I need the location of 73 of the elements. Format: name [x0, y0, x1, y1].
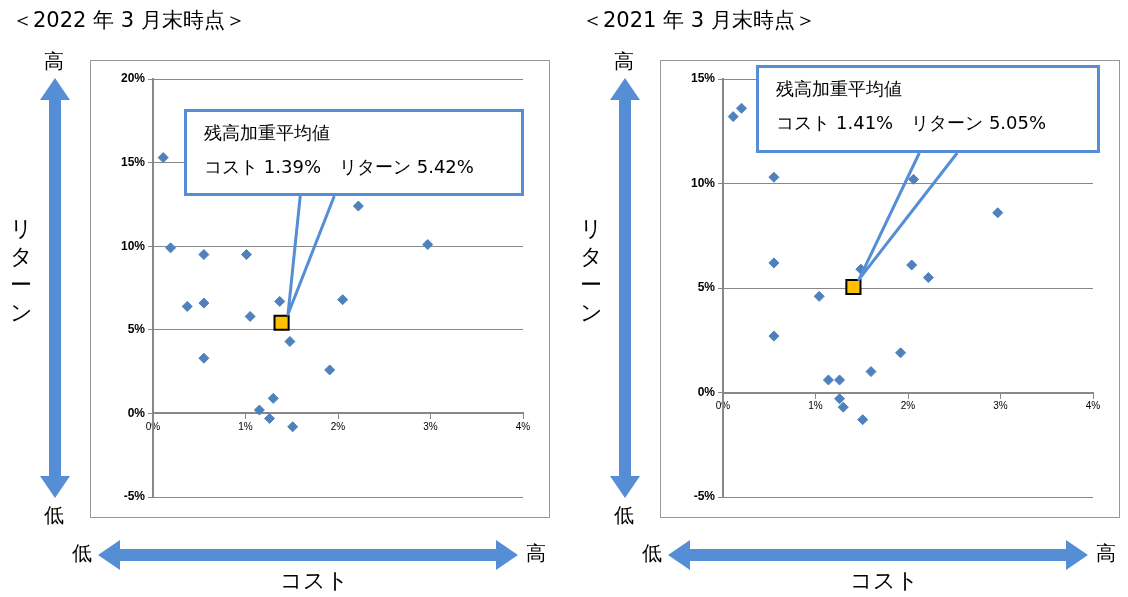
y-tick-label: 10% — [120, 238, 146, 253]
point — [244, 310, 256, 322]
point — [768, 330, 780, 342]
point — [273, 314, 290, 331]
point — [834, 374, 846, 386]
point — [822, 374, 834, 386]
point — [157, 152, 169, 164]
annotation: コスト 1.41% リターン 5.05% — [776, 110, 1047, 135]
point — [198, 249, 210, 261]
y-tick-label: -5% — [123, 489, 146, 504]
point — [845, 278, 862, 296]
point — [834, 393, 846, 405]
text: 低 — [44, 502, 64, 529]
point — [908, 173, 920, 185]
y-tick-label: -5% — [693, 489, 716, 504]
y-tick-label: 20% — [120, 71, 146, 86]
point — [274, 295, 286, 307]
point — [181, 300, 193, 312]
y-tick-label: 15% — [690, 71, 716, 86]
y-tick-label: 15% — [120, 154, 146, 169]
point — [324, 364, 336, 376]
annotation: 残高加重平均値 — [776, 76, 903, 101]
point — [165, 242, 177, 254]
y-tick-label: 0% — [697, 384, 716, 399]
x-tick-label: 4% — [1085, 400, 1101, 412]
point — [813, 290, 825, 302]
point — [253, 404, 265, 416]
x-tick-label: 2% — [330, 421, 346, 433]
text: 低 — [614, 502, 634, 529]
point — [906, 259, 918, 271]
text: 高 — [526, 540, 546, 567]
point — [727, 111, 739, 123]
point — [768, 257, 780, 269]
point — [922, 272, 934, 284]
point — [992, 207, 1004, 219]
point — [736, 102, 747, 114]
point — [422, 239, 434, 251]
text: 高 — [614, 48, 634, 75]
x-tick-label: 1% — [808, 400, 823, 412]
point — [267, 392, 279, 404]
text: 低 — [642, 540, 662, 567]
point — [865, 366, 877, 378]
y-tick-label: 5% — [697, 280, 716, 295]
point — [768, 171, 780, 183]
point — [352, 200, 364, 212]
point — [198, 352, 210, 364]
text: 低 — [72, 540, 92, 567]
x-tick-label: 1% — [238, 421, 253, 433]
point — [337, 294, 349, 306]
point — [240, 249, 252, 261]
point — [198, 297, 210, 309]
text: 高 — [44, 48, 64, 75]
y-tick-label: 10% — [690, 175, 716, 190]
point — [895, 347, 907, 359]
y-axis-title: リターン — [8, 215, 34, 327]
point — [837, 401, 849, 413]
x-tick-label: 4% — [515, 421, 531, 433]
annotation: 残高加重平均値 — [204, 120, 331, 145]
x-axis-title: コスト — [850, 567, 919, 595]
x-tick-label: 2% — [900, 400, 916, 412]
point — [264, 412, 276, 424]
text: 高 — [1096, 540, 1116, 567]
y-axis-title: リターン — [578, 215, 604, 327]
chart-title: ＜2022 年 3 月末時点＞ — [12, 7, 246, 34]
y-tick-label: 5% — [127, 322, 146, 337]
point — [287, 421, 299, 433]
x-tick-label: 3% — [993, 400, 1008, 412]
annotation: コスト 1.39% リターン 5.42% — [204, 154, 474, 179]
point — [857, 414, 869, 426]
x-tick-label: 3% — [423, 421, 438, 433]
x-axis-title: コスト — [280, 567, 349, 595]
point — [284, 336, 296, 347]
chart-title: ＜2021 年 3 月末時点＞ — [582, 7, 816, 34]
